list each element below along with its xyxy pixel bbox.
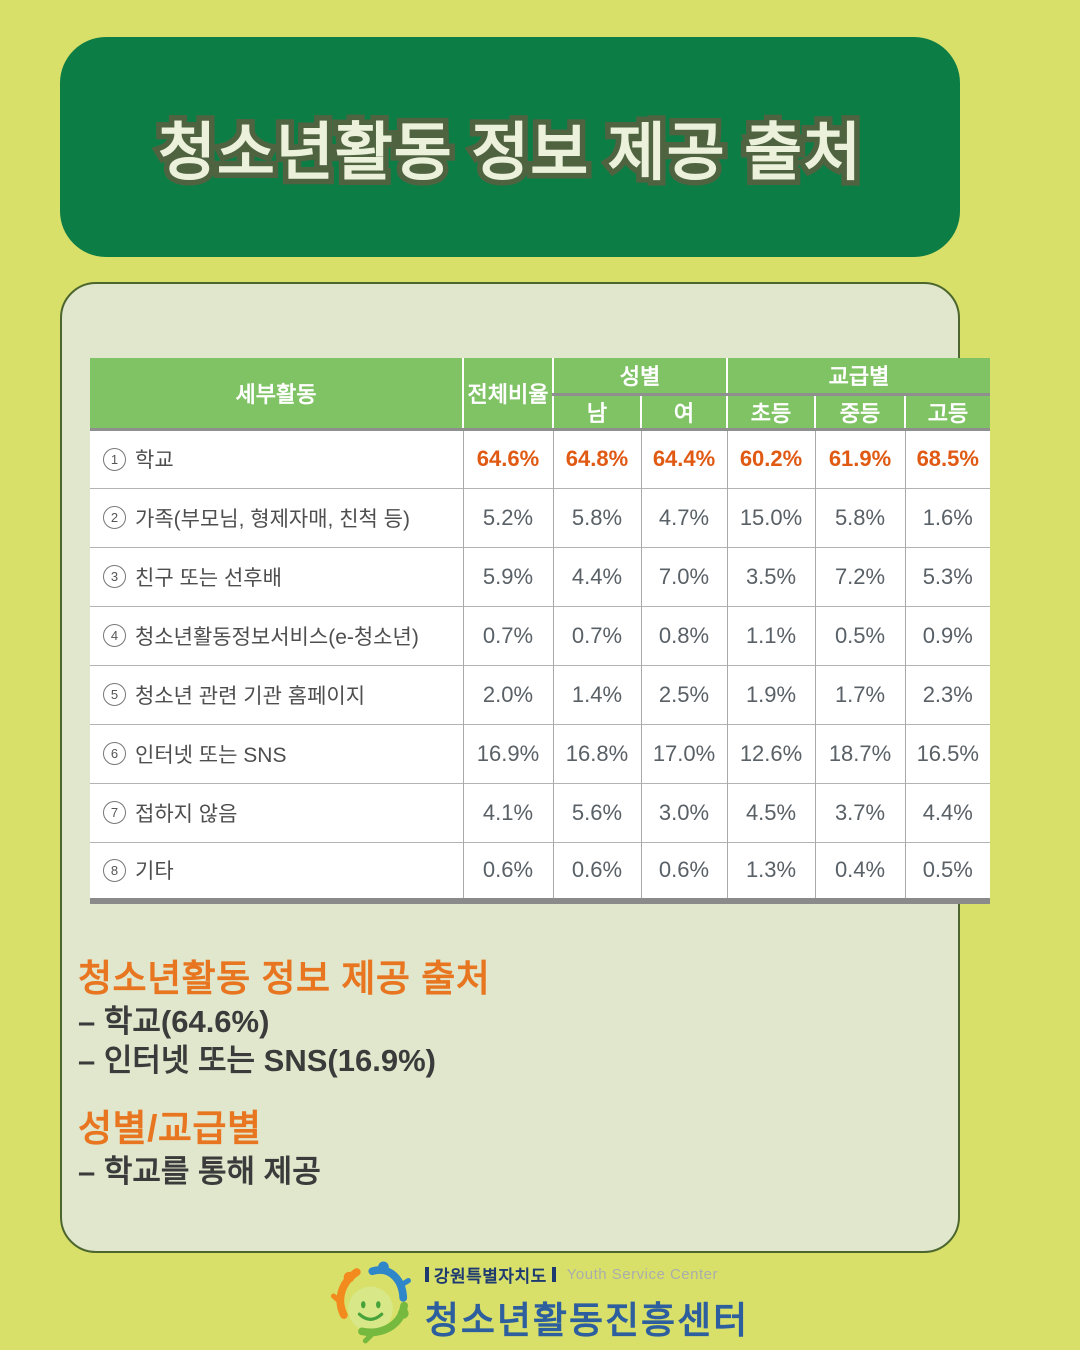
cell-high: 0.5% <box>904 841 991 904</box>
cell-total: 0.6% <box>462 841 553 904</box>
col-header-high: 고등 <box>904 394 991 429</box>
summary-item-school: – 학교(64.6%) <box>78 1004 270 1039</box>
cell-male: 0.6% <box>552 841 641 904</box>
cell-total: 5.9% <box>462 546 553 606</box>
cell-high: 4.4% <box>904 782 991 842</box>
cell-male: 4.4% <box>552 546 641 606</box>
row-label: 학교 <box>135 449 174 472</box>
page-title: 청소년활동 정보 제공 출처 <box>152 112 866 193</box>
cell-elementary: 3.5% <box>726 546 816 606</box>
cell-elementary: 15.0% <box>726 487 816 547</box>
footer-logo: 강원특별자치도 Youth Service Center 청소년활동진흥센터 <box>0 1256 1080 1350</box>
cell-male: 1.4% <box>552 664 641 724</box>
col-group-grade: 교급별 <box>726 358 991 396</box>
cell-male: 5.6% <box>552 782 641 842</box>
cell-female: 7.0% <box>640 546 728 606</box>
table-row: 6 인터넷 또는 SNS 16.9% 16.8% 17.0% 12.6% 18.7… <box>90 723 991 783</box>
org-english-name: Youth Service Center <box>566 1266 718 1283</box>
footer-logo-text: 강원특별자치도 Youth Service Center 청소년활동진흥센터 <box>424 1262 750 1344</box>
col-header-activity: 세부활동 <box>90 358 463 429</box>
cell-middle: 0.4% <box>814 841 906 904</box>
divider-bar-icon <box>551 1267 556 1282</box>
cell-total: 64.6% <box>462 427 553 488</box>
cell-middle: 0.5% <box>814 605 906 665</box>
cell-male: 16.8% <box>552 723 641 783</box>
cell-middle: 7.2% <box>814 546 906 606</box>
cell-elementary: 1.9% <box>726 664 816 724</box>
cell-female: 0.6% <box>640 841 728 904</box>
table-row: 3 친구 또는 선후배 5.9% 4.4% 7.0% 3.5% 7.2% 5.3% <box>90 546 991 606</box>
row-number-icon: 5 <box>103 683 126 706</box>
row-label: 청소년 관련 기관 홈페이지 <box>135 684 366 708</box>
cell-total: 0.7% <box>462 605 553 665</box>
col-header-female: 여 <box>639 394 728 429</box>
cell-high: 2.3% <box>904 664 991 724</box>
col-header-total: 전체비율 <box>462 358 553 429</box>
summary-item-internet-sns: – 인터넷 또는 SNS(16.9%) <box>78 1043 436 1078</box>
cell-female: 4.7% <box>640 487 728 547</box>
cell-elementary: 60.2% <box>726 427 816 488</box>
cell-elementary: 1.3% <box>726 841 816 904</box>
cell-elementary: 12.6% <box>726 723 816 783</box>
cell-middle: 1.7% <box>814 664 906 724</box>
cell-male: 64.8% <box>552 427 641 488</box>
cell-female: 0.8% <box>640 605 728 665</box>
divider-bar-icon <box>424 1267 429 1282</box>
cell-high: 16.5% <box>904 723 991 783</box>
statistics-table: 세부활동 전체비율 성별 교급별 남 여 초등 중등 고등 1 학교 64.6% … <box>90 358 991 904</box>
cell-high: 68.5% <box>904 427 991 488</box>
row-number-icon: 8 <box>103 858 126 882</box>
cell-middle: 5.8% <box>814 487 906 547</box>
cell-female: 64.4% <box>640 427 728 488</box>
cell-total: 5.2% <box>462 487 553 547</box>
cell-elementary: 1.1% <box>726 605 816 665</box>
youth-center-logo-icon <box>330 1261 411 1344</box>
summary-heading-gender-grade: 성별/교급별 <box>78 1108 262 1149</box>
table-header: 세부활동 전체비율 성별 교급별 남 여 초등 중등 고등 <box>90 358 991 429</box>
table-row: 1 학교 64.6% 64.8% 64.4% 60.2% 61.9% 68.5% <box>90 427 991 488</box>
cell-high: 0.9% <box>904 605 991 665</box>
row-number-icon: 6 <box>103 742 126 765</box>
cell-middle: 3.7% <box>814 782 906 842</box>
cell-total: 16.9% <box>462 723 553 783</box>
cell-female: 17.0% <box>640 723 728 783</box>
summary-item-via-school: – 학교를 통해 제공 <box>78 1154 321 1189</box>
cell-middle: 18.7% <box>814 723 906 783</box>
summary-heading-sources: 청소년활동 정보 제공 출처 <box>78 958 491 999</box>
col-group-gender: 성별 <box>551 358 728 396</box>
cell-high: 5.3% <box>904 546 991 606</box>
cell-male: 0.7% <box>552 605 641 665</box>
row-number-icon: 3 <box>103 565 126 588</box>
col-header-middle: 중등 <box>814 394 906 429</box>
row-label: 청소년활동정보서비스(e-청소년) <box>135 625 419 649</box>
row-label: 친구 또는 선후배 <box>135 566 282 590</box>
cell-elementary: 4.5% <box>726 782 816 842</box>
cell-female: 3.0% <box>640 782 728 842</box>
table-row: 2 가족(부모님, 형제자매, 친척 등) 5.2% 5.8% 4.7% 15.0… <box>90 487 991 547</box>
org-region: 강원특별자치도 <box>433 1267 547 1286</box>
row-number-icon: 2 <box>103 506 126 529</box>
row-label: 가족(부모님, 형제자매, 친척 등) <box>135 507 410 531</box>
row-label: 기타 <box>135 860 174 884</box>
col-header-elementary: 초등 <box>726 394 816 429</box>
table-row: 8 기타 0.6% 0.6% 0.6% 1.3% 0.4% 0.5% <box>90 841 991 904</box>
row-label: 인터넷 또는 SNS <box>135 743 287 767</box>
title-banner: 청소년활동 정보 제공 출처 <box>60 37 960 257</box>
row-number-icon: 4 <box>103 624 126 647</box>
row-number-icon: 1 <box>103 447 126 471</box>
cell-high: 1.6% <box>904 487 991 547</box>
cell-total: 2.0% <box>462 664 553 724</box>
cell-male: 5.8% <box>552 487 641 547</box>
cell-middle: 61.9% <box>814 427 906 488</box>
table-row: 7 접하지 않음 4.1% 5.6% 3.0% 4.5% 3.7% 4.4% <box>90 782 991 842</box>
org-name: 청소년활동진흥센터 <box>424 1300 750 1341</box>
row-label: 접하지 않음 <box>135 802 238 826</box>
col-header-male: 남 <box>552 394 641 429</box>
table-row: 4 청소년활동정보서비스(e-청소년) 0.7% 0.7% 0.8% 1.1% 0… <box>90 605 991 665</box>
summary-section: 청소년활동 정보 제공 출처 – 학교(64.6%) – 인터넷 또는 SNS(… <box>78 956 898 1191</box>
table-row: 5 청소년 관련 기관 홈페이지 2.0% 1.4% 2.5% 1.9% 1.7%… <box>90 664 991 724</box>
cell-total: 4.1% <box>462 782 553 842</box>
row-number-icon: 7 <box>103 801 126 824</box>
cell-female: 2.5% <box>640 664 728 724</box>
